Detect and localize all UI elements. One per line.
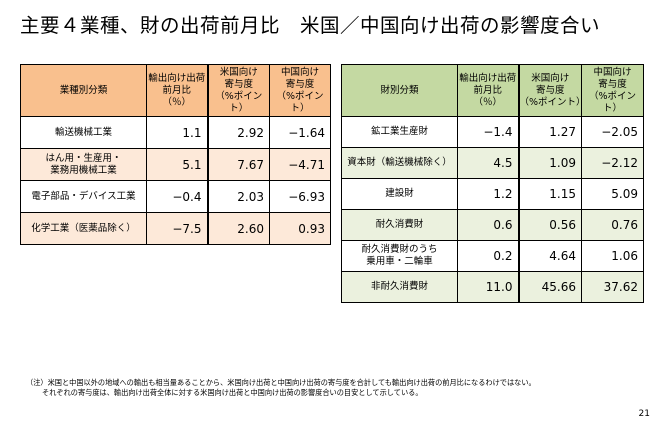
export-mom-value: 0.6 — [457, 209, 520, 241]
export-mom-value: −0.4 — [146, 180, 209, 213]
china-contribution-value: 1.06 — [581, 240, 644, 272]
export-mom-value: 4.5 — [457, 147, 520, 179]
china-contribution-value: 37.62 — [581, 271, 644, 303]
footnote-line-2: それぞれの寄与度は、輸出向け出荷全体に対する米国向け出荷と中国向け出荷の影響度合… — [42, 387, 423, 397]
col-header-us-contribution: 米国向け 寄与度 （%ポイント） — [207, 64, 270, 117]
us-contribution-value: 4.64 — [518, 240, 582, 272]
table-row: 資本財（輸送機械除く） 4.5 1.09 −2.12 — [341, 147, 644, 179]
china-contribution-value: −1.64 — [269, 116, 331, 149]
page-number: 21 — [638, 409, 650, 419]
export-mom-value: 11.0 — [457, 271, 520, 303]
table-row: 輸送機械工業 1.1 2.92 −1.64 — [20, 116, 331, 149]
row-label: 輸送機械工業 — [20, 116, 147, 149]
china-contribution-value: −4.71 — [269, 148, 331, 181]
export-mom-value: −1.4 — [457, 116, 520, 148]
export-mom-value: −7.5 — [146, 212, 209, 245]
row-label: 耐久消費財のうち 乗用車・二輪車 — [341, 240, 458, 272]
china-contribution-value: 0.76 — [581, 209, 644, 241]
us-contribution-value: 45.66 — [518, 271, 582, 303]
table-row: 鉱工業生産財 −1.4 1.27 −2.05 — [341, 116, 644, 148]
row-label: 耐久消費財 — [341, 209, 458, 241]
table-row: 電子部品・デバイス工業 −0.4 2.03 −6.93 — [20, 180, 331, 213]
row-label: 化学工業（医薬品除く） — [20, 212, 147, 245]
row-label: 電子部品・デバイス工業 — [20, 180, 147, 213]
us-contribution-value: 2.03 — [207, 180, 270, 213]
row-label: 非耐久消費財 — [341, 271, 458, 303]
goods-table: 財別分類 輸出向け出荷 前月比 （％） 米国向け 寄与度 （%ポイント） 中国向け 寄与度… — [341, 64, 644, 303]
china-contribution-value: 0.93 — [269, 212, 331, 245]
china-contribution-value: 5.09 — [581, 178, 644, 210]
us-contribution-value: 2.60 — [207, 212, 270, 245]
export-mom-value: 1.1 — [146, 116, 209, 149]
us-contribution-value: 2.92 — [207, 116, 270, 149]
col-header-export-mom: 輸出向け出荷 前月比 （％） — [457, 64, 520, 117]
us-contribution-value: 1.09 — [518, 147, 582, 179]
footnote-line-1: （注）米国と中国以外の地域への輸出も相当量あることから、米国向け出荷と中国向け出… — [26, 378, 536, 387]
table-row: 耐久消費財 0.6 0.56 0.76 — [341, 209, 644, 241]
row-label: 建設財 — [341, 178, 458, 210]
us-contribution-value: 0.56 — [518, 209, 582, 241]
row-label: 鉱工業生産財 — [341, 116, 458, 148]
table-row: 耐久消費財のうち 乗用車・二輪車 0.2 4.64 1.06 — [341, 240, 644, 272]
table-row: 非耐久消費財 11.0 45.66 37.62 — [341, 271, 644, 303]
col-header-china-contribution: 中国向け 寄与度 （%ポイント） — [269, 64, 331, 117]
export-mom-value: 1.2 — [457, 178, 520, 210]
table-row: 建設財 1.2 1.15 5.09 — [341, 178, 644, 210]
us-contribution-value: 1.15 — [518, 178, 582, 210]
table-row: 化学工業（医薬品除く） −7.5 2.60 0.93 — [20, 212, 331, 245]
row-label: 資本財（輸送機械除く） — [341, 147, 458, 179]
china-contribution-value: −6.93 — [269, 180, 331, 213]
col-header-china-contribution: 中国向け 寄与度 （%ポイント） — [581, 64, 644, 117]
col-header-category: 業種別分類 — [20, 64, 147, 117]
us-contribution-value: 1.27 — [518, 116, 582, 148]
industry-table: 業種別分類 輸出向け出荷 前月比 （％） 米国向け 寄与度 （%ポイント） 中国向け 寄与… — [20, 64, 331, 245]
export-mom-value: 5.1 — [146, 148, 209, 181]
table-row: はん用・生産用・ 業務用機械工業 5.1 7.67 −4.71 — [20, 148, 331, 181]
col-header-export-mom: 輸出向け出荷 前月比 （％） — [146, 64, 209, 117]
page-title: 主要４業種、財の出荷前月比 米国／中国向け出荷の影響度合い — [20, 14, 601, 37]
col-header-category: 財別分類 — [341, 64, 458, 117]
export-mom-value: 0.2 — [457, 240, 520, 272]
footnote: （注）米国と中国以外の地域への輸出も相当量あることから、米国向け出荷と中国向け出… — [26, 378, 626, 397]
china-contribution-value: −2.05 — [581, 116, 644, 148]
col-header-us-contribution: 米国向け 寄与度 （%ポイント） — [518, 64, 582, 117]
china-contribution-value: −2.12 — [581, 147, 644, 179]
row-label: はん用・生産用・ 業務用機械工業 — [20, 148, 147, 181]
us-contribution-value: 7.67 — [207, 148, 270, 181]
